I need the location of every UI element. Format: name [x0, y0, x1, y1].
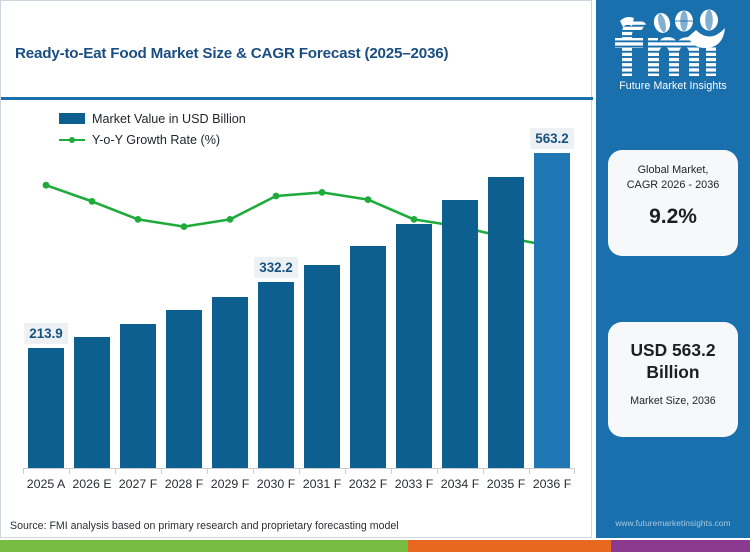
- strip-segment: [0, 540, 408, 552]
- x-axis-label: 2030 F: [256, 477, 296, 491]
- x-axis-label: 2035 F: [486, 477, 526, 491]
- x-axis-label: 2029 F: [210, 477, 250, 491]
- x-axis-tick: [161, 469, 162, 474]
- x-axis-tick: [23, 469, 24, 474]
- market-size-card: USD 563.2 Billion Market Size, 2036: [608, 322, 738, 437]
- x-axis-tick: [574, 469, 575, 474]
- x-axis-label: 2031 F: [302, 477, 342, 491]
- x-axis-tick: [69, 469, 70, 474]
- bar-value-label: 563.2: [530, 127, 574, 149]
- x-axis-label: 2026 E: [72, 477, 112, 491]
- website-url[interactable]: www.futuremarketinsights.com: [615, 518, 731, 528]
- growth-rate-point: [180, 223, 188, 230]
- growth-rate-point: [226, 216, 234, 223]
- chart-panel: Ready-to-Eat Food Market Size & CAGR For…: [0, 0, 593, 538]
- x-axis-tick: [115, 469, 116, 474]
- x-axis-label: 2027 F: [118, 477, 158, 491]
- chart-legend: Market Value in USD Billion Y-o-Y Growth…: [59, 109, 246, 151]
- growth-rate-point: [410, 216, 418, 223]
- x-axis-tick: [529, 469, 530, 474]
- x-axis-label: 2036 F: [532, 477, 572, 491]
- x-axis-tick: [483, 469, 484, 474]
- fmi-logo: Future Market Insights: [596, 4, 750, 100]
- x-axis-tick: [207, 469, 208, 474]
- x-axis-labels: 2025 A 2026 E 2027 F 2028 F 2029 F 2030 F 2031…: [23, 477, 575, 501]
- x-axis-tick: [345, 469, 346, 474]
- bar-2025-a: [28, 348, 64, 468]
- x-axis-label: 2034 F: [440, 477, 480, 491]
- bar-2031-f: [304, 265, 340, 468]
- x-axis-tick: [299, 469, 300, 474]
- bar-2032-f: [350, 245, 386, 468]
- x-axis-label: 2028 F: [164, 477, 204, 491]
- bar-2026-e: [74, 337, 110, 468]
- cagr-card-line1: Global Market,: [637, 164, 709, 176]
- x-axis-label: 2025 A: [26, 477, 66, 491]
- x-axis-line: [23, 468, 575, 469]
- growth-rate-point: [364, 196, 372, 203]
- legend-item-label: Market Value in USD Billion: [92, 111, 246, 126]
- bar-value-label: 332.2: [254, 257, 298, 279]
- market-size-line2: Billion: [646, 362, 700, 382]
- page-title: Ready-to-Eat Food Market Size & CAGR For…: [15, 45, 449, 62]
- cagr-value: 9.2%: [649, 205, 697, 228]
- legend-line-swatch-icon: [59, 134, 85, 145]
- bar-2027-f: [120, 324, 156, 468]
- x-axis-tick: [253, 469, 254, 474]
- x-axis-label: 2032 F: [348, 477, 388, 491]
- bar-2035-f: [488, 177, 524, 468]
- market-size-line1: USD 563.2: [630, 340, 716, 360]
- fmi-logo-tagline: Future Market Insights: [619, 80, 727, 92]
- legend-item-bar: Market Value in USD Billion: [59, 109, 246, 128]
- strip-segment: [611, 540, 750, 552]
- bar-2030-f: [258, 282, 294, 468]
- growth-rate-point: [134, 216, 142, 223]
- growth-rate-point: [42, 181, 50, 189]
- bar-2034-f: [442, 200, 478, 468]
- source-note: Source: FMI analysis based on primary re…: [10, 520, 399, 532]
- x-axis-label: 2033 F: [394, 477, 434, 491]
- legend-item-label: Y-o-Y Growth Rate (%): [92, 132, 221, 147]
- cagr-card: Global Market, CAGR 2026 - 2036 9.2%: [608, 150, 738, 256]
- plot-inner: 213.9 332.2 563.2: [23, 121, 575, 474]
- legend-item-line: Y-o-Y Growth Rate (%): [59, 130, 246, 149]
- growth-rate-point: [88, 198, 96, 205]
- market-size-caption: Market Size, 2036: [630, 395, 716, 407]
- bar-2036-f: [534, 152, 570, 468]
- bottom-color-strip: [0, 540, 750, 552]
- bar-value-label: 213.9: [24, 323, 68, 345]
- fmi-logo-icon: [615, 9, 725, 76]
- strip-segment: [408, 540, 611, 552]
- cagr-card-line2: CAGR 2026 - 2036: [626, 179, 720, 191]
- bar-2028-f: [166, 310, 202, 468]
- x-axis-tick: [437, 469, 438, 474]
- title-divider: [1, 97, 593, 100]
- legend-bar-swatch-icon: [59, 113, 85, 124]
- bar-2033-f: [396, 223, 432, 468]
- plot-area: 213.9 332.2 563.2: [23, 121, 575, 474]
- x-axis-tick: [391, 469, 392, 474]
- growth-rate-point: [318, 189, 326, 196]
- growth-rate-point: [272, 192, 280, 200]
- sidebar: Future Market Insights Global Market, CA…: [596, 0, 750, 538]
- bar-2029-f: [212, 296, 248, 468]
- title-area: Ready-to-Eat Food Market Size & CAGR For…: [1, 1, 591, 97]
